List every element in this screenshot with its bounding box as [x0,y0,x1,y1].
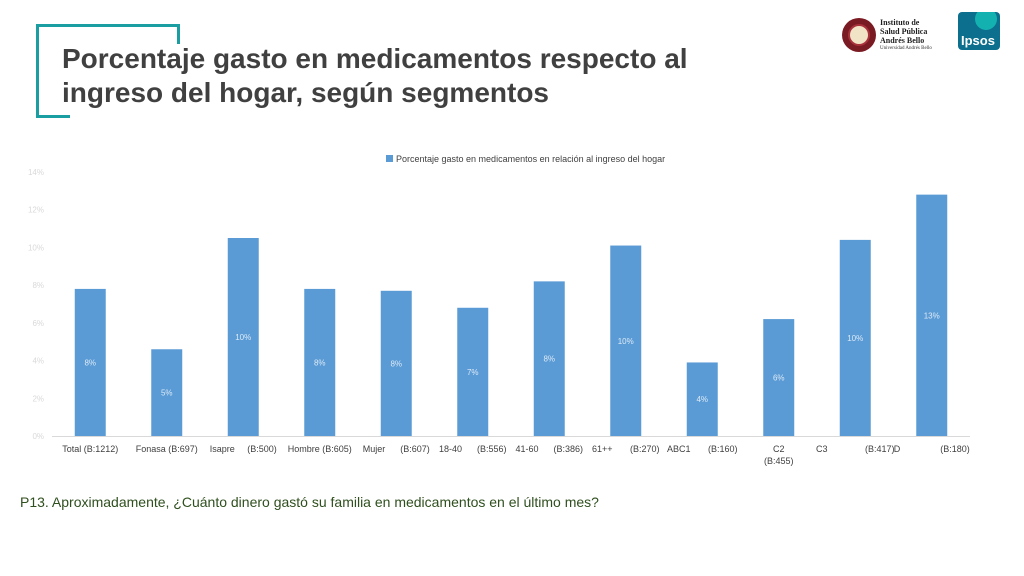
bar [74,288,106,436]
data-label: 6% [773,374,785,383]
y-tick-label: 14% [28,168,44,177]
title-frame-bottom [36,115,70,118]
page-title: Porcentaje gasto en medicamentos respect… [62,43,688,108]
isp-logo: Instituto de Salud Pública Andrés Bello … [842,14,942,56]
bar [304,288,336,436]
bar [457,307,489,436]
title-frame-right [177,24,180,44]
isp-seal-icon [842,18,876,52]
y-tick-label: 10% [28,243,44,252]
data-label: 10% [618,337,634,346]
x-tick-label: 41-60 (B:386) [515,444,583,454]
data-label: 5% [161,389,173,398]
data-label: 8% [543,355,555,364]
bar [380,290,412,436]
y-tick-label: 12% [28,206,44,215]
bar [227,238,259,436]
bar [916,194,948,436]
x-tick-label: Hombre (B:605) [288,444,352,454]
x-tick-label: D (B:180) [894,444,970,454]
bar [151,349,183,436]
y-tick-label: 6% [32,319,44,328]
x-tick-label: C2 [773,444,785,454]
x-tick-label: Isapre (B:500) [210,444,277,454]
survey-question: P13. Aproximadamente, ¿Cuánto dinero gas… [20,494,599,510]
data-label: 7% [467,368,479,377]
legend-swatch [386,155,393,162]
data-label: 10% [235,333,251,342]
y-tick-label: 2% [32,394,44,403]
x-tick-label: Total (B:1212) [62,444,118,454]
x-tick-label: C3 (B:417) [816,444,895,454]
data-label: 8% [84,358,96,367]
y-tick-label: 4% [32,357,44,366]
bar [686,362,718,436]
data-label: 8% [314,358,326,367]
data-label: 13% [924,311,940,320]
ipsos-logo: Ipsos [958,12,1000,50]
x-tick-label: ABC1 (B:160) [667,444,738,454]
data-label: 10% [847,334,863,343]
data-label: 4% [696,395,708,404]
x-tick-label: (B:455) [764,456,794,466]
bar [533,281,565,436]
x-tick-label: Mujer (B:607) [363,444,430,454]
legend-label: Porcentaje gasto en medicamentos en rela… [396,154,665,164]
x-tick-label: Fonasa (B:697) [136,444,198,454]
bar [763,319,795,436]
bar [610,245,642,436]
bar [839,239,871,436]
y-tick-label: 0% [32,432,44,441]
x-tick-label: 18-40 (B:556) [439,444,507,454]
x-tick-label: 61++ (B:270) [592,444,660,454]
title-frame-top [36,24,180,27]
y-tick-label: 8% [32,281,44,290]
title-frame-left [36,24,39,118]
data-label: 8% [390,359,402,368]
